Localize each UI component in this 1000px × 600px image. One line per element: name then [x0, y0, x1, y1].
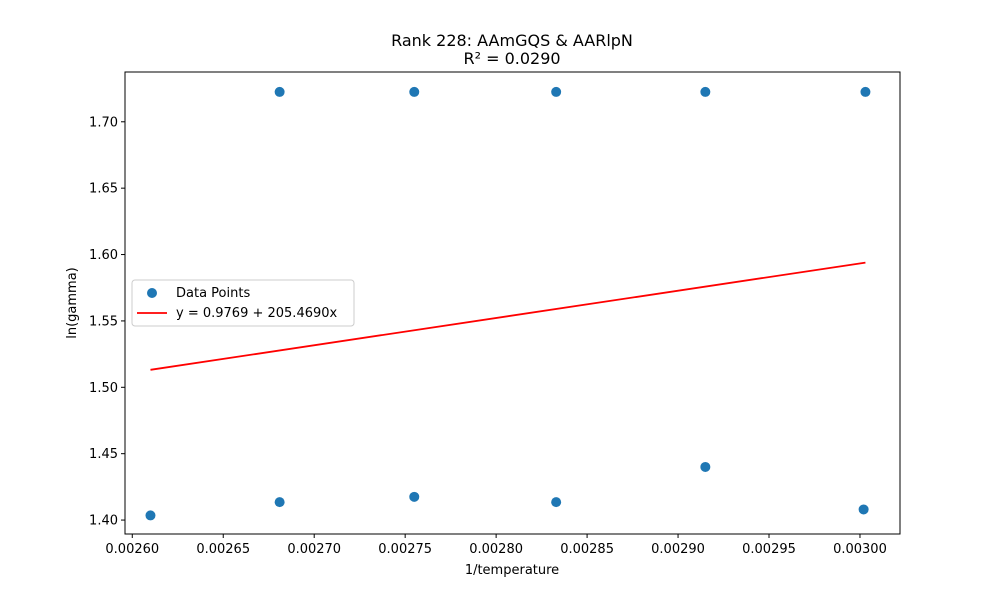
x-tick-label: 0.00300	[833, 542, 887, 557]
data-point	[858, 504, 869, 515]
regression-line	[150, 261, 866, 371]
y-tick-label: 1.70	[89, 115, 118, 130]
data-point	[551, 86, 562, 97]
plot-frame	[124, 71, 901, 535]
chart-title: Rank 228: AAmGQS & AARlpN	[391, 31, 633, 50]
x-tick-label: 0.00290	[651, 542, 705, 557]
y-axis-title: ln(gamma)	[65, 267, 80, 339]
legend-label-data-points: Data Points	[176, 286, 250, 301]
data-point	[700, 86, 711, 97]
x-axis-ticks: 0.00260 0.00265 0.00270 0.00275 0.00280 0.002…	[105, 534, 887, 557]
data-point	[274, 497, 285, 508]
y-tick-label: 1.50	[89, 381, 118, 396]
x-tick-label: 0.00265	[196, 542, 250, 557]
legend-marker-data-points	[147, 288, 157, 298]
data-point	[409, 86, 420, 97]
x-tick-label: 0.00270	[287, 542, 341, 557]
data-point	[409, 491, 420, 502]
data-point	[145, 510, 156, 521]
x-tick-label: 0.00285	[560, 542, 614, 557]
chart-subtitle: R² = 0.0290	[463, 49, 560, 68]
x-tick-label: 0.00295	[742, 542, 796, 557]
data-point	[551, 497, 562, 508]
x-axis-title: 1/temperature	[465, 563, 559, 578]
plot-area	[145, 86, 871, 521]
x-tick-label: 0.00280	[469, 542, 523, 557]
data-point	[700, 461, 711, 472]
legend-box	[131, 279, 355, 327]
legend-label-fit-line: y = 0.9769 + 205.4690x	[176, 306, 338, 321]
y-tick-label: 1.40	[89, 514, 118, 529]
y-tick-label: 1.55	[89, 314, 118, 329]
legend: Data Points y = 0.9769 + 205.4690x	[131, 279, 355, 327]
data-point	[860, 86, 871, 97]
y-tick-label: 1.60	[89, 248, 118, 263]
y-tick-label: 1.45	[89, 447, 118, 462]
x-tick-label: 0.00275	[378, 542, 432, 557]
data-point	[274, 86, 285, 97]
y-tick-label: 1.65	[89, 182, 118, 197]
y-axis-ticks: 1.40 1.45 1.50 1.55 1.60 1.65 1.70	[89, 115, 125, 529]
x-tick-label: 0.00260	[105, 542, 159, 557]
